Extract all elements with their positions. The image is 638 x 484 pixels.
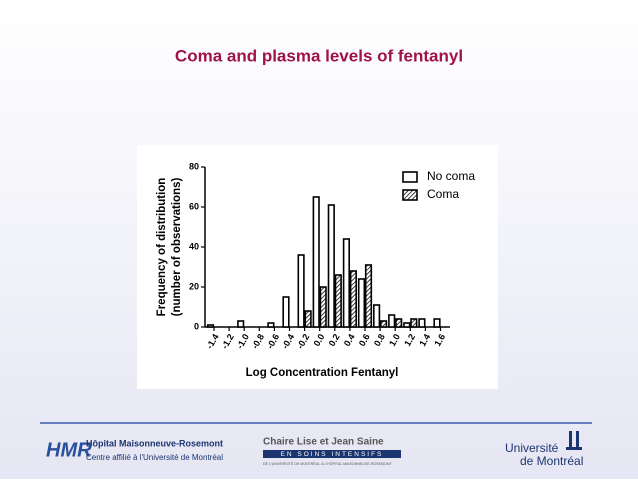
- y-tick-label: 0: [194, 321, 199, 331]
- bar: [349, 270, 358, 328]
- chair-band: [263, 450, 401, 458]
- hospital-name: Hôpital Maisonneuve-Rosemont: [86, 438, 223, 448]
- university-name: de Montréal: [520, 454, 583, 468]
- bar: [357, 278, 366, 328]
- university-name: Université: [505, 441, 559, 455]
- chair-sub: EN SOINS INTENSIFS: [281, 451, 384, 458]
- y-tick-label: 80: [189, 161, 199, 171]
- bar: [327, 204, 335, 328]
- legend-swatch: [402, 189, 418, 201]
- bar: [282, 296, 290, 328]
- bar: [388, 314, 396, 328]
- y-axis-label: Frequency of distribution: [156, 178, 168, 317]
- bar: [312, 196, 320, 328]
- bar: [418, 318, 426, 328]
- x-axis-label: Log Concentration Fentanyl: [246, 367, 399, 379]
- bar: [237, 320, 245, 328]
- y-tick-label: 60: [189, 201, 199, 211]
- hospital-sub: Centre affilié à l'Université de Montréa…: [86, 453, 223, 462]
- bar: [372, 304, 381, 328]
- legend-label: No coma: [427, 169, 475, 183]
- legend-swatch: [402, 171, 418, 183]
- slide-title: Coma and plasma levels of fentanyl: [175, 46, 463, 65]
- university-logo: [566, 431, 582, 450]
- bar: [206, 324, 215, 328]
- y-tick-label: 40: [189, 241, 199, 251]
- bar: [395, 318, 403, 328]
- bar: [403, 322, 411, 328]
- bar: [334, 274, 342, 328]
- bar: [297, 254, 305, 328]
- y-axis-label: (number of observations): [171, 178, 183, 317]
- bar: [267, 322, 275, 328]
- bar: [364, 264, 373, 328]
- bar: [304, 310, 312, 328]
- chair-note: DE L'UNIVERSITÉ DE MONTRÉAL À L'HÔPITAL …: [263, 461, 392, 466]
- bar: [410, 318, 418, 328]
- bar: [433, 318, 441, 328]
- bar: [342, 238, 351, 328]
- bar: [379, 320, 388, 328]
- bar: [319, 286, 327, 328]
- legend-label: Coma: [427, 187, 459, 201]
- hmr-mark: HMR: [46, 439, 92, 461]
- y-tick-label: 20: [189, 281, 199, 291]
- chair-name: Chaire Lise et Jean Saine: [263, 437, 384, 448]
